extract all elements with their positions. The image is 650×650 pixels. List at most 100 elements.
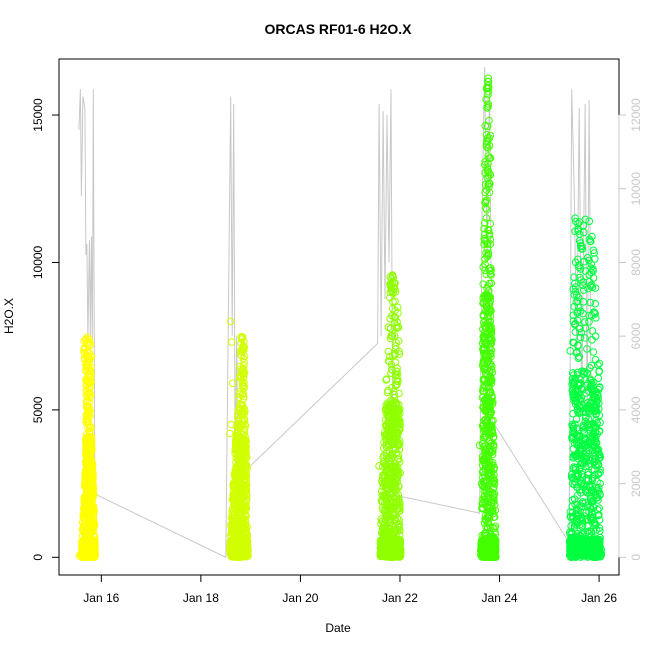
data-point bbox=[394, 454, 403, 463]
data-point bbox=[581, 324, 590, 332]
data-point bbox=[379, 453, 387, 462]
data-point bbox=[587, 260, 596, 269]
data-point bbox=[392, 475, 401, 484]
data-point bbox=[588, 380, 596, 389]
data-point bbox=[86, 373, 95, 382]
data-point bbox=[237, 505, 246, 513]
data-point bbox=[395, 389, 403, 398]
data-point bbox=[388, 499, 397, 508]
data-point bbox=[477, 479, 486, 488]
data-point bbox=[394, 451, 403, 460]
data-point bbox=[482, 95, 490, 104]
data-point bbox=[392, 419, 401, 427]
data-point bbox=[83, 506, 92, 514]
data-point bbox=[390, 393, 399, 402]
flight-altitude-line bbox=[78, 67, 593, 559]
data-point bbox=[235, 404, 244, 412]
data-point bbox=[579, 286, 588, 294]
data-point bbox=[480, 224, 488, 233]
data-point bbox=[581, 368, 589, 377]
y-axis-label: H2O.X bbox=[2, 298, 16, 334]
series-rf02 bbox=[225, 317, 252, 562]
data-point bbox=[85, 546, 94, 555]
data-point bbox=[481, 199, 490, 207]
data-point bbox=[482, 249, 490, 257]
data-point bbox=[387, 365, 396, 374]
data-point bbox=[488, 544, 496, 553]
data-point bbox=[394, 309, 402, 317]
data-point bbox=[484, 376, 493, 384]
data-point bbox=[487, 334, 495, 343]
data-point bbox=[379, 551, 387, 559]
data-point bbox=[387, 490, 396, 499]
data-point bbox=[480, 416, 488, 425]
data-point bbox=[85, 522, 94, 530]
data-point bbox=[387, 425, 396, 433]
data-point bbox=[382, 375, 391, 383]
data-point bbox=[579, 309, 587, 318]
data-point bbox=[575, 218, 584, 226]
data-point bbox=[479, 481, 487, 490]
data-point bbox=[80, 354, 89, 363]
data-point bbox=[576, 239, 585, 247]
series-rf04 bbox=[475, 74, 500, 562]
data-point bbox=[589, 274, 598, 282]
data-point bbox=[483, 513, 492, 522]
data-point bbox=[484, 465, 493, 473]
data-point bbox=[595, 524, 604, 532]
data-point bbox=[83, 445, 92, 454]
y-tick-label-left: 5000 bbox=[31, 396, 45, 423]
data-point bbox=[392, 321, 401, 330]
y-tick-label-right: 0 bbox=[629, 554, 643, 561]
data-point bbox=[580, 318, 589, 326]
data-point bbox=[391, 297, 399, 306]
data-point bbox=[235, 420, 243, 428]
data-point bbox=[486, 240, 495, 248]
data-point bbox=[375, 462, 383, 470]
data-point bbox=[483, 143, 491, 151]
data-point bbox=[85, 338, 93, 346]
data-point bbox=[592, 491, 600, 500]
data-point bbox=[486, 307, 494, 315]
data-point bbox=[571, 495, 579, 504]
data-point bbox=[87, 437, 95, 445]
data-point bbox=[379, 483, 388, 491]
data-point bbox=[596, 465, 605, 474]
data-point bbox=[588, 232, 596, 241]
data-point bbox=[480, 375, 488, 383]
data-point bbox=[233, 518, 242, 527]
data-point bbox=[485, 279, 494, 288]
data-point bbox=[490, 493, 498, 502]
data-point bbox=[381, 543, 390, 552]
data-point bbox=[484, 100, 493, 108]
data-point bbox=[238, 537, 246, 545]
y-tick-label-right: 8000 bbox=[629, 249, 643, 276]
data-point bbox=[83, 418, 92, 426]
data-point bbox=[241, 526, 250, 535]
data-point bbox=[394, 428, 403, 437]
data-point bbox=[591, 451, 600, 460]
data-point bbox=[487, 439, 495, 448]
data-point bbox=[234, 541, 242, 550]
data-point bbox=[379, 457, 388, 466]
data-point bbox=[396, 503, 404, 511]
data-point bbox=[576, 380, 585, 389]
data-point bbox=[385, 515, 393, 524]
data-point bbox=[486, 339, 495, 348]
data-point bbox=[577, 276, 585, 284]
data-point bbox=[595, 450, 604, 459]
data-point bbox=[240, 483, 249, 491]
series-rf03 bbox=[375, 271, 405, 562]
data-point bbox=[490, 476, 498, 485]
data-point bbox=[595, 542, 604, 551]
data-point bbox=[90, 551, 99, 560]
x-tick-label: Jan 16 bbox=[83, 591, 119, 605]
data-point bbox=[585, 256, 593, 265]
data-point bbox=[487, 271, 495, 279]
data-point bbox=[488, 488, 497, 497]
data-point bbox=[385, 479, 394, 488]
data-point bbox=[75, 552, 84, 560]
data-point bbox=[381, 405, 390, 414]
